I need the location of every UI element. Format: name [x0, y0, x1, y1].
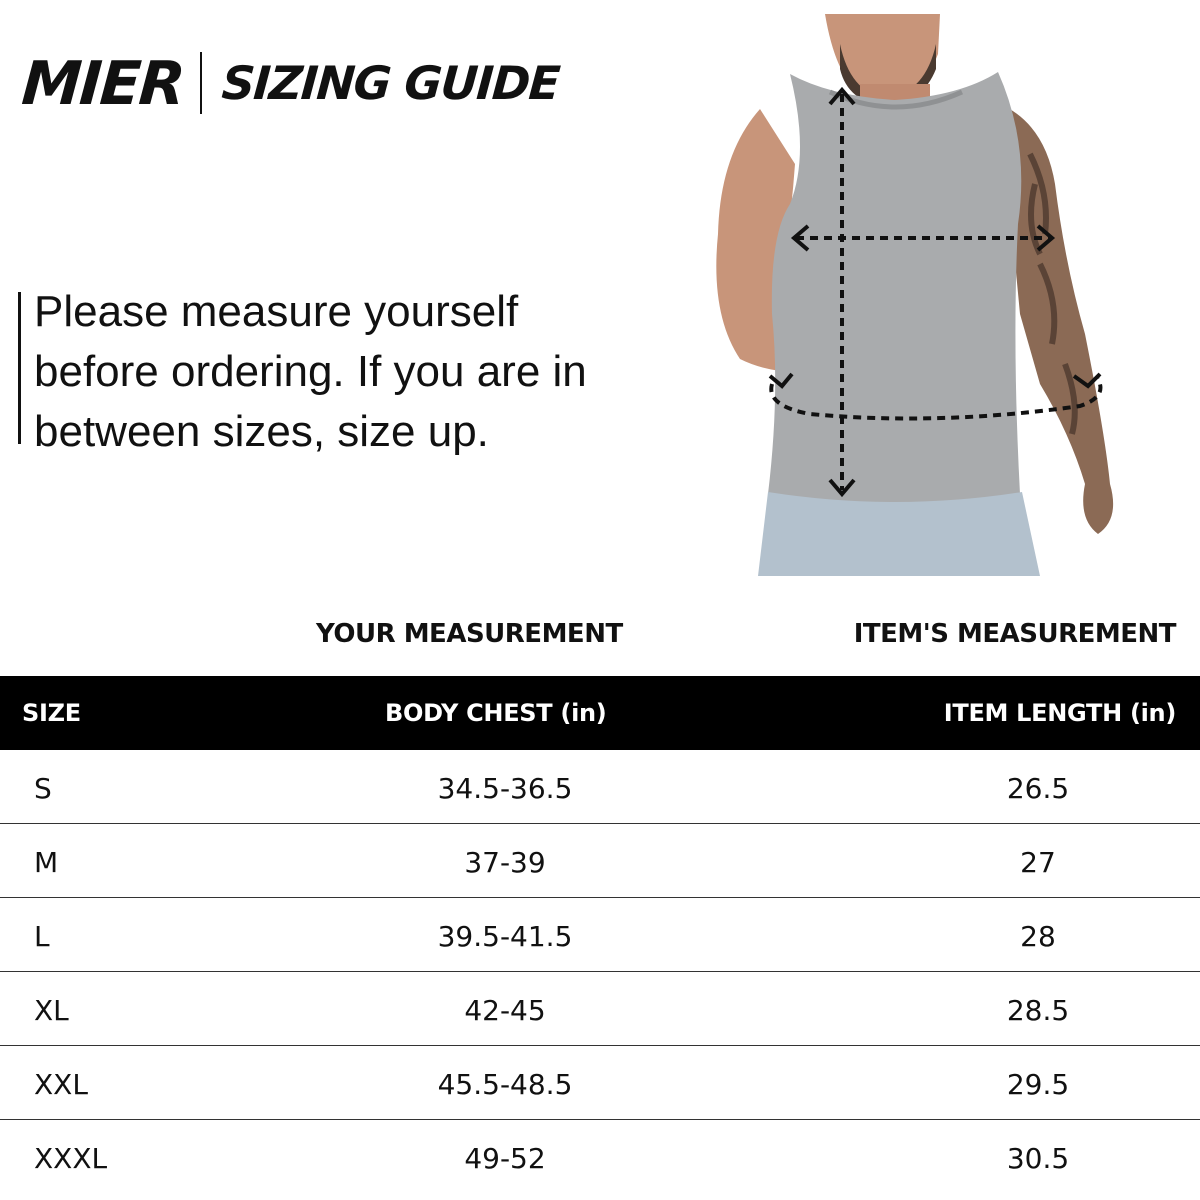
chest-left-arrow — [790, 224, 810, 252]
body-chest-cell: 34.5-36.5 — [437, 772, 573, 805]
header-item-length: ITEM LENGTH (in) — [943, 699, 1177, 727]
title-divider — [200, 52, 202, 114]
brand-logo: MIER — [19, 49, 186, 119]
item-length-cell: 26.5 — [1006, 772, 1070, 805]
hem-left-arrow — [768, 372, 794, 389]
hem-guide-curve — [769, 374, 1103, 421]
header-size: SIZE — [22, 699, 81, 727]
length-top-arrow — [828, 86, 856, 106]
shirt-neckline — [828, 89, 964, 110]
item-length-cell: 30.5 — [1006, 1142, 1070, 1175]
table-header: SIZE BODY CHEST (in) ITEM LENGTH (in) — [0, 676, 1200, 750]
table-row: XL 42-45 28.5 — [0, 972, 1200, 1046]
body-chest-cell: 45.5-48.5 — [437, 1068, 573, 1101]
header-body-chest: BODY CHEST (in) — [385, 699, 607, 727]
size-table: S 34.5-36.5 26.5 M 37-39 27 L 39.5-41.5 … — [0, 750, 1200, 1193]
item-length-cell: 28.5 — [1006, 994, 1070, 1027]
size-cell: XL — [34, 994, 69, 1027]
table-row: S 34.5-36.5 26.5 — [0, 750, 1200, 824]
your-measurement-label: YOUR MEASUREMENT — [316, 619, 623, 649]
table-row: XXXL 49-52 30.5 — [0, 1120, 1200, 1193]
model-tank-top — [768, 72, 1022, 506]
size-cell: XXL — [34, 1068, 88, 1101]
measurement-instruction: Please measure yourself before ordering.… — [34, 287, 587, 456]
table-row: L 39.5-41.5 28 — [0, 898, 1200, 972]
tattoo-pattern — [1027, 152, 1078, 435]
item-measurement-label: ITEM'S MEASUREMENT — [853, 619, 1177, 649]
page-title: SIZING GUIDE — [220, 56, 561, 110]
size-cell: M — [34, 846, 59, 879]
size-cell: XXXL — [34, 1142, 108, 1175]
item-length-cell: 29.5 — [1006, 1068, 1070, 1101]
table-row: XXL 45.5-48.5 29.5 — [0, 1046, 1200, 1120]
body-chest-cell: 42-45 — [464, 994, 546, 1027]
model-left-arm — [716, 109, 860, 373]
item-length-cell: 28 — [1020, 920, 1056, 953]
body-chest-cell: 39.5-41.5 — [437, 920, 573, 953]
table-row: M 37-39 27 — [0, 824, 1200, 898]
note-accent-bar — [18, 292, 21, 444]
chest-right-arrow — [1036, 224, 1056, 252]
size-cell: L — [34, 920, 50, 953]
hem-right-arrow — [1072, 372, 1102, 389]
model-head — [825, 14, 940, 99]
size-cell: S — [34, 772, 52, 805]
model-shorts — [758, 492, 1040, 576]
body-chest-cell: 37-39 — [464, 846, 546, 879]
item-length-cell: 27 — [1020, 846, 1056, 879]
body-chest-cell: 49-52 — [464, 1142, 546, 1175]
model-illustration — [716, 14, 1114, 576]
length-bottom-arrow — [828, 478, 856, 498]
